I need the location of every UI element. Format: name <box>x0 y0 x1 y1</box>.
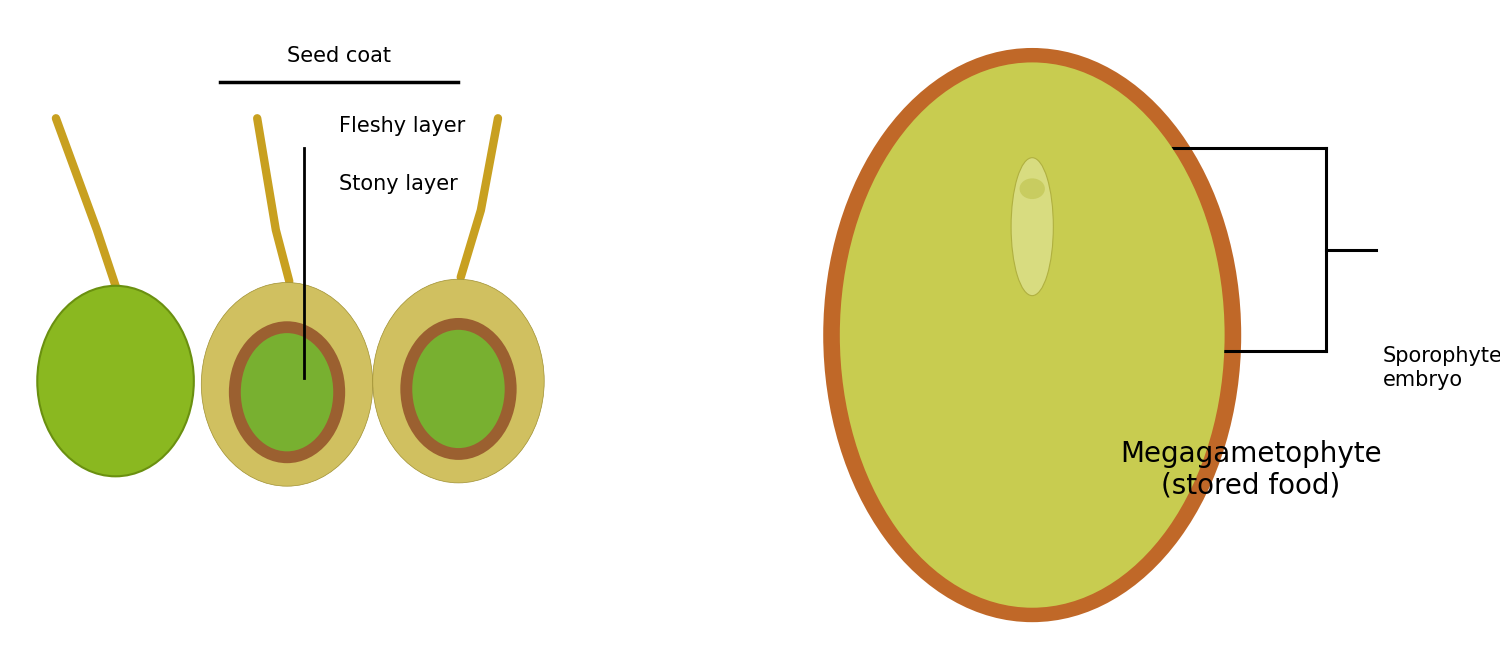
Ellipse shape <box>201 283 372 486</box>
Text: Seed coat: Seed coat <box>286 46 392 66</box>
Ellipse shape <box>230 321 345 463</box>
Ellipse shape <box>840 62 1224 608</box>
Ellipse shape <box>824 48 1240 622</box>
Text: Fleshy layer: Fleshy layer <box>339 116 465 136</box>
Ellipse shape <box>1011 158 1053 296</box>
Text: Stony layer: Stony layer <box>339 174 458 194</box>
Ellipse shape <box>413 330 504 448</box>
Text: Megagametophyte
(stored food): Megagametophyte (stored food) <box>1120 440 1382 500</box>
Ellipse shape <box>38 286 194 476</box>
Ellipse shape <box>1020 179 1046 199</box>
Text: Sporophyte
embryo: Sporophyte embryo <box>1383 346 1500 390</box>
Ellipse shape <box>242 333 333 451</box>
Ellipse shape <box>400 318 516 460</box>
Ellipse shape <box>372 279 544 483</box>
